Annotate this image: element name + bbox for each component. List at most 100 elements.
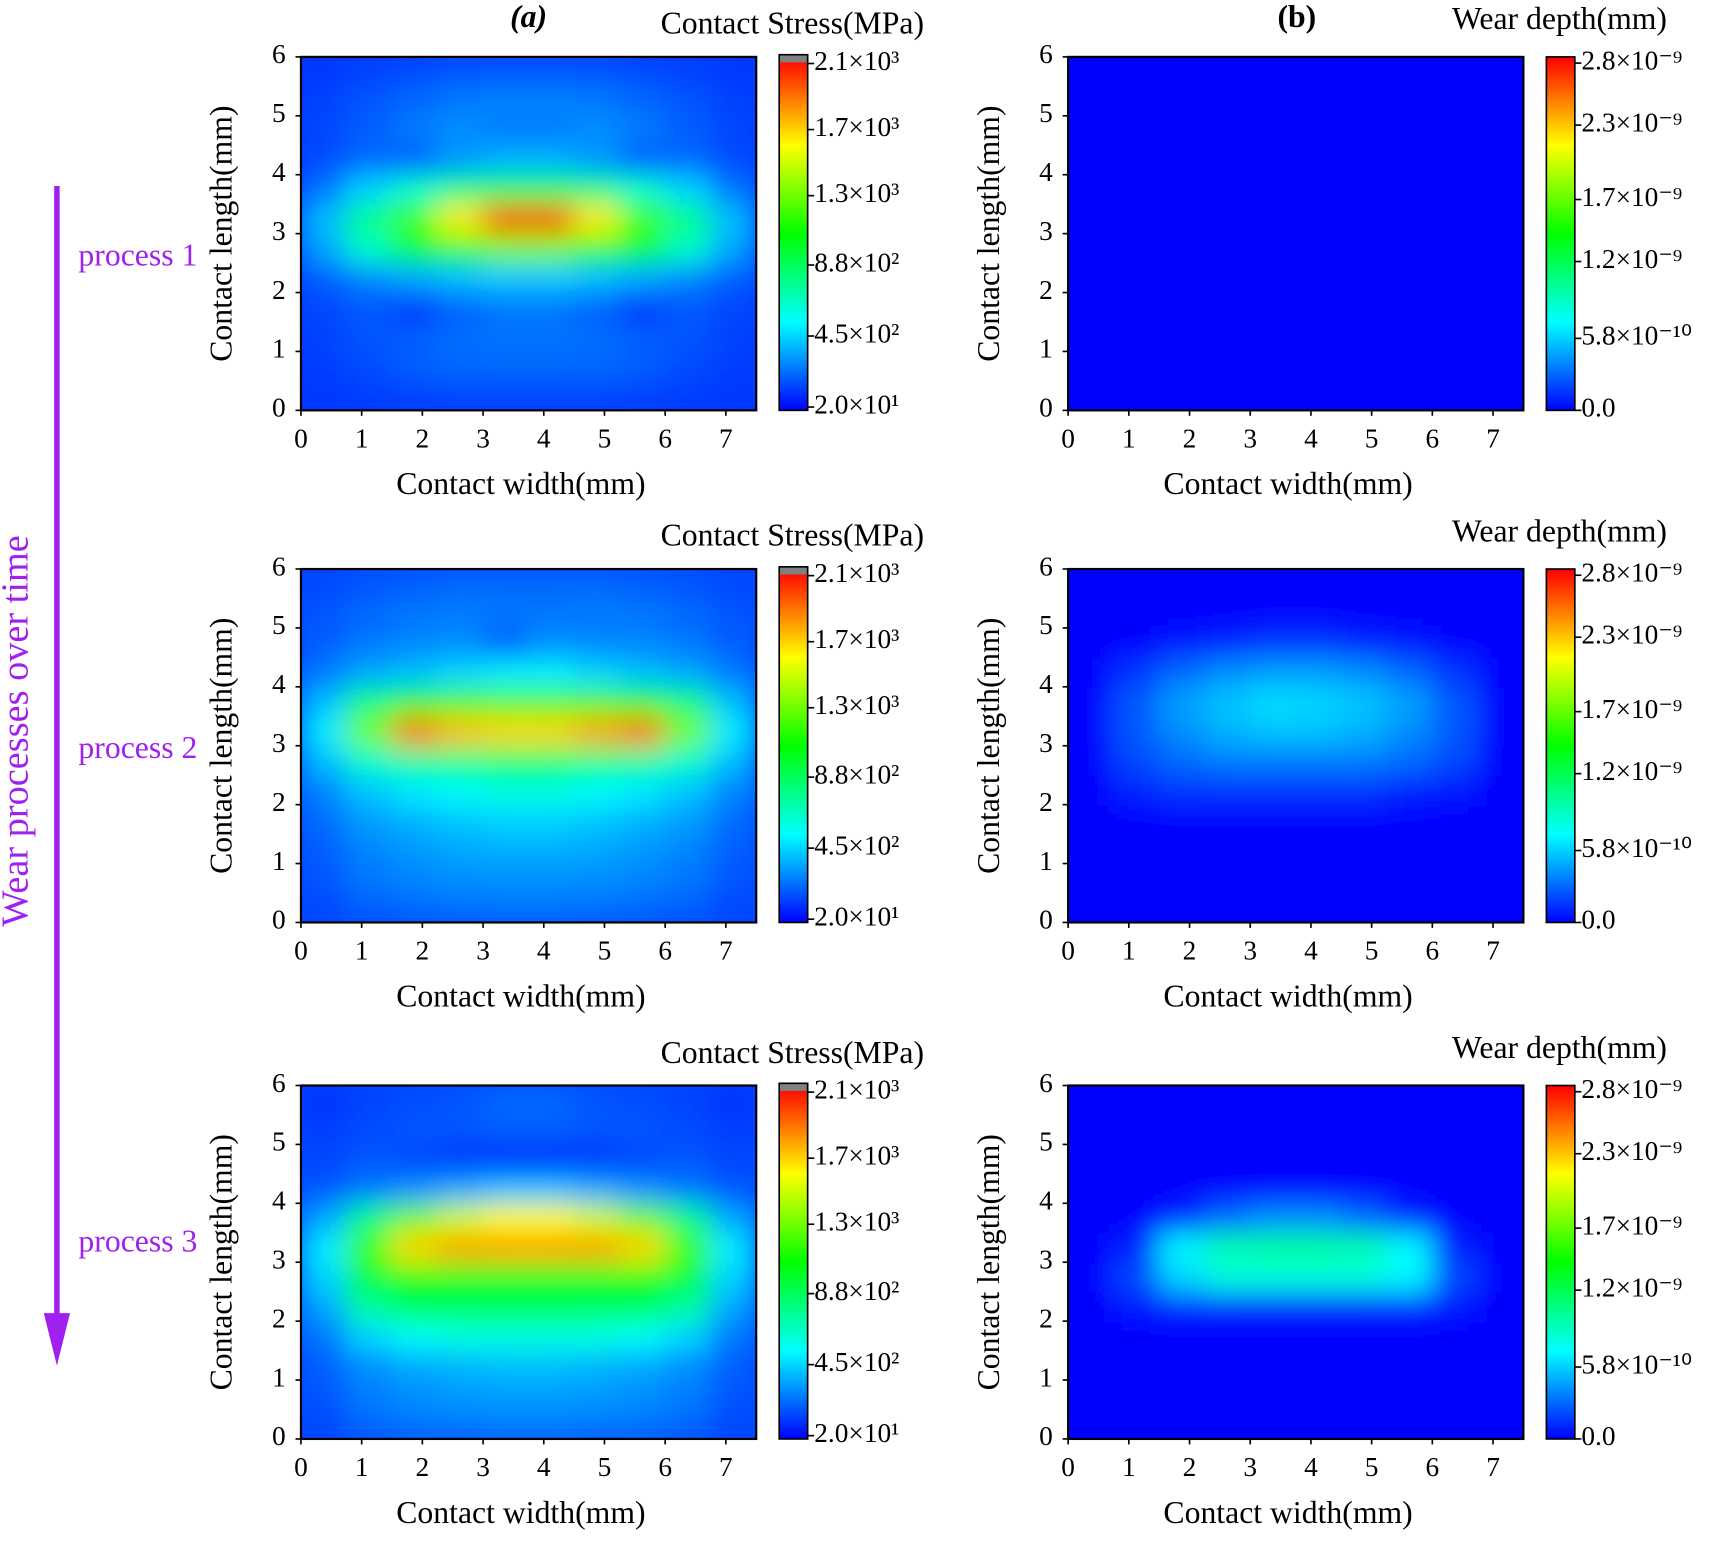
heat-cell <box>1068 569 1115 600</box>
heat-cell <box>1158 291 1206 323</box>
heat-cell <box>300 144 348 176</box>
heat-cell <box>619 1408 666 1439</box>
heatmap-cells <box>1068 1085 1524 1439</box>
heat-cell <box>1158 892 1206 923</box>
heat-cell <box>482 350 530 382</box>
heat-cell <box>1431 745 1479 776</box>
heat-cell <box>1158 1173 1206 1204</box>
colorbar-tick-label: 2.0×10¹ <box>814 901 899 931</box>
heat-cell <box>436 1085 484 1116</box>
heat-cell <box>1249 892 1297 923</box>
heat-cell <box>1386 774 1433 806</box>
heat-cell <box>710 203 757 235</box>
heat-cell <box>391 686 439 717</box>
heat-cell <box>1249 686 1297 717</box>
heat-cell <box>391 174 439 205</box>
x-tick-label: 3 <box>1243 423 1257 453</box>
heat-cell <box>1431 85 1479 117</box>
heat-cell <box>1295 144 1342 176</box>
heat-cell <box>710 174 757 205</box>
y-tick-label: 4 <box>1039 157 1053 187</box>
heat-cell <box>1386 1173 1433 1204</box>
y-tick-label: 1 <box>272 334 286 364</box>
heat-cell <box>710 144 757 176</box>
heat-cell <box>1113 1261 1160 1293</box>
heat-cell <box>1340 833 1388 865</box>
heat-cell <box>1340 56 1388 87</box>
x-tick-label: 3 <box>1243 935 1257 965</box>
heat-cell <box>482 804 530 835</box>
heat-cell <box>1068 1320 1115 1352</box>
heat-cell <box>1113 745 1160 776</box>
heat-cell <box>300 321 348 352</box>
heat-cell <box>345 1232 393 1263</box>
heat-cell <box>710 85 757 117</box>
heat-cell <box>345 380 393 411</box>
heat-cell <box>1158 686 1206 717</box>
heat-cell <box>1068 745 1115 776</box>
heat-cell <box>664 745 712 776</box>
heat-cell <box>345 597 393 629</box>
y-tick-label: 5 <box>1039 1127 1053 1157</box>
heat-cell <box>436 380 484 411</box>
heat-cell <box>528 1143 575 1175</box>
heat-cell <box>619 350 666 382</box>
heat-cell <box>1204 203 1251 235</box>
heat-cell <box>664 774 712 806</box>
x-tick-label: 4 <box>537 1452 551 1482</box>
heat-cell <box>619 380 666 411</box>
colorbar-tick-label: 1.7×10⁻⁹ <box>1581 694 1682 724</box>
heat-cell <box>1477 833 1524 865</box>
heat-cell <box>528 321 575 352</box>
heat-cell <box>300 1261 348 1293</box>
heat-cell <box>391 1085 439 1116</box>
heat-cell <box>345 1173 393 1204</box>
heat-cell <box>436 1291 484 1322</box>
heat-cell <box>1204 115 1251 146</box>
heat-cell <box>345 56 393 87</box>
colorbar-title: Wear depth(mm) <box>1452 1030 1667 1065</box>
heat-cell <box>1477 1379 1524 1411</box>
heat-cell <box>528 863 575 894</box>
x-tick-label: 0 <box>294 423 308 453</box>
heat-cell <box>1340 627 1388 658</box>
heat-cell <box>528 1320 575 1352</box>
heat-cell <box>619 804 666 835</box>
y-tick-label: 2 <box>272 1303 286 1333</box>
heat-cell <box>482 1085 530 1116</box>
heat-cell <box>1386 56 1433 87</box>
heat-cell <box>710 715 757 747</box>
heat-cell <box>345 321 393 352</box>
heatmap <box>1068 56 1524 411</box>
heat-cell <box>1204 380 1251 411</box>
heat-cell <box>1068 1350 1115 1381</box>
heat-cell <box>345 863 393 894</box>
heat-cell <box>664 115 712 146</box>
heat-cell <box>1113 203 1160 235</box>
heat-cell <box>528 1114 575 1145</box>
heat-cell <box>345 774 393 806</box>
y-tick-label: 6 <box>1039 39 1053 69</box>
heat-cell <box>1386 627 1433 658</box>
x-tick-label: 6 <box>658 1452 672 1482</box>
heat-cell <box>1158 85 1206 117</box>
heat-cell <box>391 1173 439 1204</box>
heat-cell <box>1158 174 1206 205</box>
heat-cell <box>482 321 530 352</box>
heat-cell <box>1068 350 1115 382</box>
heat-cell <box>436 892 484 923</box>
heat-cell <box>345 350 393 382</box>
heat-cell <box>436 1261 484 1293</box>
heat-cell <box>1249 627 1297 658</box>
heat-cell <box>1477 380 1524 411</box>
heat-cell <box>1431 892 1479 923</box>
heat-cell <box>528 686 575 717</box>
x-axis-label: Contact width(mm) <box>1163 1495 1412 1530</box>
heat-cell <box>1204 1350 1251 1381</box>
heat-cell <box>1386 1114 1433 1145</box>
heat-cell <box>1158 745 1206 776</box>
heat-cell <box>482 627 530 658</box>
heat-cell <box>1249 85 1297 117</box>
heat-cell <box>300 804 348 835</box>
heat-cell <box>619 1291 666 1322</box>
